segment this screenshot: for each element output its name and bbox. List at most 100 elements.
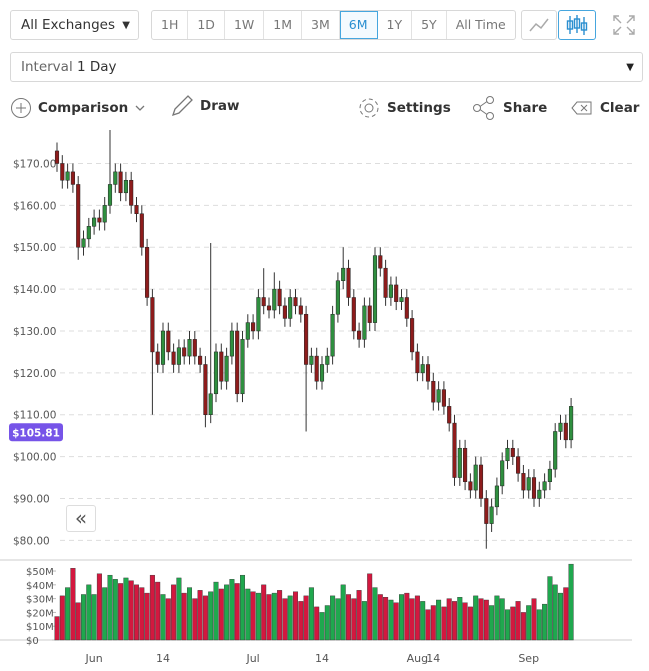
volume-bar [489,605,495,641]
range-button[interactable]: 1Y [378,11,413,39]
y-tick-label: $120.00 [13,368,56,380]
volume-bar [494,595,500,641]
range-button[interactable]: 6M [339,11,378,39]
y-tick-label: $140.00 [13,284,56,296]
plus-icon [11,98,31,118]
clear-tool[interactable]: Clear [570,97,639,119]
candle-body [213,351,219,395]
volume-bar [324,605,330,641]
candle-body [388,284,393,298]
volume-bar [171,584,177,641]
draw-tool[interactable]: Draw [170,94,239,118]
y2-tick-label: $20M [26,608,54,619]
candle-body [468,481,473,491]
range-button[interactable]: 1D [188,11,225,39]
volume-bar [425,609,431,641]
candle-body [54,150,60,164]
x-tick-label: 14 [156,652,170,665]
volume-bar [399,594,405,641]
y-tick-label: $170.00 [13,158,56,170]
range-button[interactable]: 5Y [412,11,447,39]
candle-body [65,171,70,181]
volume-bar [446,598,452,641]
candle-body [60,163,65,181]
candle-body [537,489,542,499]
candle-body [319,364,325,382]
share-tool[interactable]: Share [471,95,547,121]
candle-body [357,330,362,340]
interval-select[interactable]: Interval 1 Day ▼ [10,52,643,82]
candle-chart-button[interactable] [558,10,596,40]
volume-bar [298,601,304,641]
volume-bar [234,583,240,641]
candle-body [441,389,446,407]
volume-bar [393,602,399,641]
volume-bar [91,594,97,641]
candle-body [341,267,346,281]
volume-bar [526,605,532,641]
range-button[interactable]: All Time [455,17,506,32]
comparison-tool[interactable]: Comparison [10,96,146,120]
volume-bar [75,602,81,641]
candle-body [420,364,425,374]
fullscreen-icon [613,15,635,35]
volume-bar [80,594,86,641]
candle-body [160,330,166,365]
volume-bar [224,584,230,641]
candle-body [102,205,107,223]
gear-icon [359,98,379,118]
volume-bar [404,592,410,641]
candle-body [314,355,319,382]
volume-bar [542,603,548,641]
range-button[interactable]: 1W [225,11,265,39]
interval-label: Interval [21,59,73,75]
y-tick-label: $80.00 [13,535,50,547]
volume-bar [383,597,389,641]
candle-body [563,422,568,441]
candle-body [86,226,91,240]
volume-bar [330,595,336,641]
volume-bar [144,592,150,641]
range-button[interactable]: 3M [302,11,340,39]
candle-body [553,431,558,470]
candle-icon [566,15,588,35]
volume-bar [547,576,553,641]
candle-body [139,213,144,248]
candle-body [351,297,356,332]
volume-bar [277,590,283,641]
chevron-icon [135,105,145,111]
candle-body [505,447,510,462]
candle-body [526,477,531,491]
share-icon [473,96,494,120]
exchange-select[interactable]: All Exchanges ▼ [10,10,139,40]
volume-bar [271,592,277,641]
range-button[interactable]: 1M [264,11,302,39]
candle-body [92,217,97,227]
volume-bar [118,583,124,641]
candle-body [129,179,134,206]
candle-body [494,485,499,508]
tool-label: Comparison [38,100,129,116]
settings-tool[interactable]: Settings [357,96,451,120]
volume-bar [70,568,76,641]
candle-body [404,297,409,319]
candle-body [484,498,489,524]
candle-body [410,318,415,353]
tool-label: Share [503,100,548,116]
volume-bar [356,590,362,641]
volume-bar [457,597,463,641]
range-button[interactable]: 1H [152,11,189,39]
volume-bar [192,598,198,641]
candle-body [293,297,298,307]
scroll-back-button[interactable]: « [66,505,96,532]
fullscreen-button[interactable] [604,10,644,40]
volume-bar [335,598,341,641]
volume-bar [149,574,155,641]
candle-body [415,351,420,374]
candle-body [224,355,229,382]
volume-bar [293,591,299,641]
candle-body [240,339,245,395]
line-chart-button[interactable] [521,10,557,40]
x-tick-label: Sep [518,652,539,665]
candle-body [500,460,505,487]
